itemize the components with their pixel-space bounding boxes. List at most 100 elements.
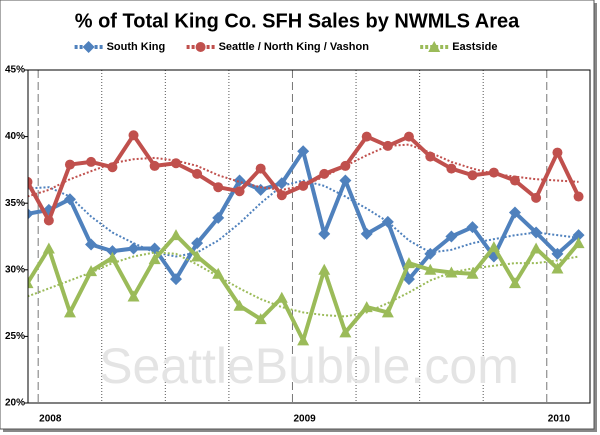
y-tick-label: 20% — [5, 398, 25, 409]
marker — [297, 334, 310, 346]
marker — [530, 226, 543, 239]
marker — [64, 159, 75, 170]
marker — [170, 273, 183, 286]
marker — [381, 306, 394, 318]
marker — [63, 306, 76, 318]
marker — [254, 313, 267, 325]
marker — [86, 156, 97, 167]
marker — [276, 190, 287, 201]
plot-area — [28, 70, 590, 403]
marker — [319, 168, 330, 179]
marker — [425, 151, 436, 162]
marker — [85, 265, 98, 277]
marker — [488, 167, 499, 178]
trend-line — [28, 179, 579, 258]
marker — [298, 180, 309, 191]
marker — [212, 267, 225, 279]
legend-item: South King — [74, 41, 166, 53]
x-tick-label: 2008 — [39, 414, 62, 425]
marker — [508, 206, 521, 219]
marker — [318, 227, 331, 240]
marker — [402, 257, 415, 269]
marker — [275, 291, 288, 303]
marker — [361, 131, 372, 142]
marker — [28, 208, 34, 220]
marker — [275, 177, 288, 190]
marker — [340, 160, 351, 171]
marker — [195, 42, 206, 52]
marker — [552, 147, 563, 158]
marker — [531, 192, 542, 203]
marker — [127, 242, 140, 255]
marker — [82, 41, 95, 53]
marker — [191, 237, 204, 250]
marker — [466, 267, 479, 279]
watermark: SeattleBubble.com — [99, 338, 519, 394]
marker — [149, 160, 160, 171]
marker — [233, 174, 246, 187]
x-tick-label: 2009 — [293, 414, 316, 425]
legend-label: Eastside — [452, 41, 497, 53]
marker — [63, 193, 76, 206]
marker — [297, 145, 310, 158]
marker — [339, 174, 352, 187]
legend-label: South King — [107, 41, 166, 53]
legend-label: Seattle / North King / Vashon — [219, 41, 370, 53]
marker — [170, 229, 183, 241]
marker — [428, 41, 441, 52]
legend-item: Seattle / North King / Vashon — [186, 41, 370, 53]
marker — [424, 247, 437, 260]
marker — [42, 242, 55, 254]
marker — [148, 253, 161, 265]
marker — [551, 247, 564, 260]
marker — [445, 230, 458, 243]
marker — [233, 299, 246, 311]
marker — [572, 229, 585, 242]
marker — [106, 245, 119, 258]
marker — [213, 182, 224, 193]
marker — [572, 237, 585, 249]
marker — [402, 273, 415, 286]
y-tick-label: 25% — [5, 331, 25, 342]
marker — [403, 131, 414, 142]
trend-line — [28, 251, 579, 318]
marker — [509, 175, 520, 186]
y-tick-label: 40% — [5, 131, 25, 142]
marker — [85, 238, 98, 251]
marker — [551, 262, 564, 274]
marker — [171, 158, 182, 169]
marker — [446, 163, 457, 174]
marker — [339, 326, 352, 338]
marker — [106, 251, 119, 263]
marker — [107, 162, 118, 173]
plot-border — [27, 69, 591, 404]
marker — [43, 215, 54, 226]
marker — [381, 215, 394, 228]
marker — [360, 227, 373, 240]
marker — [360, 301, 373, 313]
chart-title: % of Total King Co. SFH Sales by NWMLS A… — [75, 10, 520, 32]
legend-item: Eastside — [420, 41, 497, 53]
marker — [255, 163, 266, 174]
marker — [466, 221, 479, 234]
marker — [128, 130, 139, 141]
marker — [127, 290, 140, 302]
y-tick-label: 30% — [5, 264, 25, 275]
marker — [530, 242, 543, 254]
marker — [508, 277, 521, 289]
y-tick-label: 45% — [5, 65, 25, 76]
marker — [382, 140, 393, 151]
marker — [191, 250, 204, 262]
marker — [487, 241, 500, 253]
marker — [424, 263, 437, 275]
marker — [467, 170, 478, 181]
marker — [192, 168, 203, 179]
y-tick-label: 35% — [5, 198, 25, 209]
marker — [212, 211, 225, 224]
marker — [148, 242, 161, 255]
marker — [573, 191, 584, 202]
marker — [445, 266, 458, 278]
marker — [234, 186, 245, 197]
marker — [487, 250, 500, 263]
